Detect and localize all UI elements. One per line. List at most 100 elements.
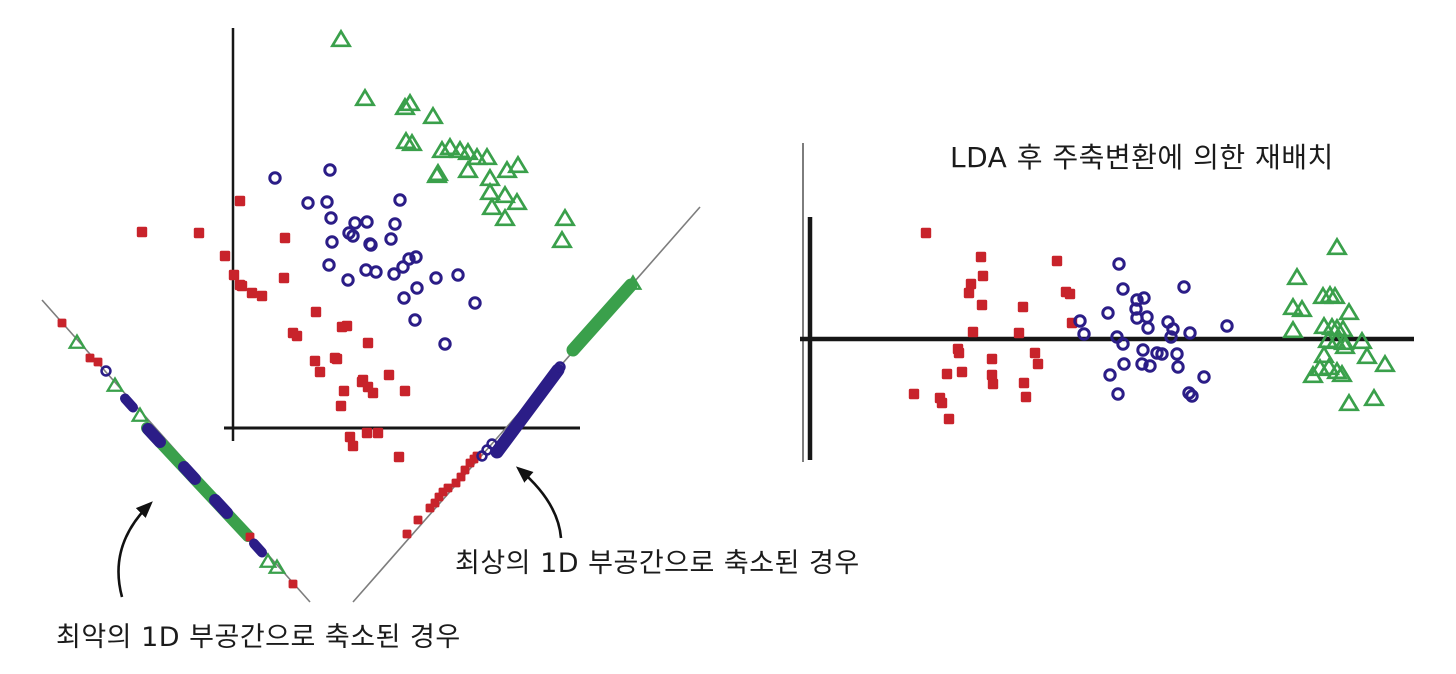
scatter-point-blue-circle: [348, 216, 362, 230]
lda-point-blue-circle: [1143, 359, 1157, 373]
scatter-point-blue-circle: [393, 193, 407, 207]
lda-point-green-triangle: [1326, 360, 1348, 380]
lda-point-green-triangle: [1286, 266, 1308, 286]
scatter-point-blue-circle: [410, 281, 424, 295]
lda-point-red-square: [967, 326, 979, 338]
best-1d-subspace-projected-point-red-square: [413, 515, 423, 525]
lda-point-green-triangle: [1334, 335, 1356, 355]
lda-point-red-square: [1051, 255, 1063, 267]
scatter-point-green-triangle: [476, 146, 498, 166]
lda-point-red-square: [986, 353, 998, 365]
scatter-point-green-triangle: [422, 105, 444, 125]
best-1d-subspace-projected-point-green-triangle: [623, 274, 643, 290]
lda-point-red-square: [956, 366, 968, 378]
scatter-point-blue-circle: [387, 267, 401, 281]
lda-point-blue-circle: [1197, 370, 1211, 384]
worst-1d-subspace-projected-point-red-square: [57, 318, 67, 328]
lda-point-red-square: [941, 368, 953, 380]
lda-point-blue-circle: [1141, 321, 1155, 335]
scatter-point-red-square: [193, 227, 205, 239]
lda-point-blue-circle: [1185, 389, 1199, 403]
best-1d-subspace-projected-point-blue-circle: [486, 438, 498, 450]
lda-point-blue-circle: [1103, 368, 1117, 382]
lda-point-green-triangle: [1291, 298, 1313, 318]
lda-point-blue-circle: [1117, 357, 1131, 371]
scatter-point-red-square: [344, 431, 356, 443]
best-1d-subspace-projected-point-red-square: [456, 472, 466, 482]
best-1d-subspace-projected-band: [566, 278, 638, 357]
lda-point-blue-circle: [1220, 319, 1234, 333]
lda-point-blue-circle: [1166, 322, 1180, 336]
lda-point-green-triangle: [1351, 330, 1373, 350]
scatter-point-green-triangle: [494, 184, 516, 204]
scatter-point-blue-circle: [360, 215, 374, 229]
best-subspace-label: 최상의 1D 부공간으로 축소된 경우: [455, 548, 860, 579]
scatter-point-blue-circle: [322, 258, 336, 272]
lda-point-red-square: [976, 299, 988, 311]
scatter-point-green-triangle: [506, 191, 528, 211]
scatter-point-green-triangle: [551, 229, 573, 249]
lda-point-red-square: [920, 227, 932, 239]
scatter-point-green-triangle: [479, 181, 501, 201]
best-1d-subspace-callout-arrow: [515, 466, 563, 539]
best-1d-subspace-projected-point-red-square: [402, 529, 412, 539]
worst-1d-subspace-projected-band: [209, 494, 233, 519]
scatter-point-red-square: [372, 427, 384, 439]
scatter-point-green-triangle: [554, 207, 576, 227]
lda-point-blue-circle: [1137, 291, 1151, 305]
scatter-point-blue-circle: [301, 196, 315, 210]
lda-point-green-triangle: [1338, 392, 1360, 412]
lda-point-blue-circle: [1164, 330, 1178, 344]
best-1d-subspace-projected-point-blue-circle: [554, 361, 566, 373]
lda-point-blue-circle: [1116, 337, 1130, 351]
scatter-point-red-square: [219, 250, 231, 262]
worst-1d-subspace-projected-band: [142, 423, 166, 448]
scatter-point-red-square: [362, 381, 374, 393]
scatter-point-red-square: [362, 337, 374, 349]
scatter-point-blue-circle: [320, 195, 334, 209]
scatter-point-red-square: [335, 400, 347, 412]
scatter-point-green-triangle: [481, 196, 503, 216]
worst-1d-subspace-projected-point-green-triangle: [67, 333, 87, 349]
scatter-point-red-square: [228, 269, 240, 281]
lda-point-red-square: [953, 347, 965, 359]
scatter-point-blue-circle: [397, 291, 411, 305]
lda-point-blue-circle: [1112, 257, 1126, 271]
scatter-point-blue-circle: [384, 232, 398, 246]
lda-point-blue-circle: [1182, 386, 1196, 400]
scatter-point-blue-circle: [408, 313, 422, 327]
scatter-point-red-square: [246, 287, 258, 299]
lda-plot-title: LDA 후 주축변환에 의한 재배치: [950, 141, 1334, 174]
scatter-point-red-square: [336, 321, 348, 333]
scatter-point-red-square: [234, 195, 246, 207]
lda-point-red-square: [1064, 288, 1076, 300]
scatter-point-green-triangle: [439, 136, 461, 156]
scatter-point-green-triangle: [399, 92, 421, 112]
lda-point-green-triangle: [1302, 364, 1324, 384]
worst-1d-subspace-projected-point-red-square: [85, 353, 95, 363]
scatter-point-red-square: [329, 352, 341, 364]
scatter-point-red-square: [256, 290, 268, 302]
worst-1d-subspace-projected-point-red-square: [93, 357, 103, 367]
scatter-point-green-triangle: [457, 141, 479, 161]
scatter-point-red-square: [393, 451, 405, 463]
scatter-point-green-triangle: [354, 87, 376, 107]
lda-point-green-triangle: [1282, 319, 1304, 339]
worst-1d-subspace-projected-point-blue-capsule: [249, 538, 267, 558]
lda-point-red-square: [908, 388, 920, 400]
scatter-point-blue-circle: [451, 268, 465, 282]
scatter-point-green-triangle: [457, 159, 479, 179]
scatter-point-red-square: [338, 385, 350, 397]
lda-point-blue-circle: [1073, 314, 1087, 328]
lda-point-red-square: [1020, 391, 1032, 403]
worst-1d-subspace-callout-arrow: [117, 501, 153, 598]
scatter-point-blue-circle: [268, 171, 282, 185]
lda-point-green-triangle: [1313, 344, 1335, 364]
scatter-point-blue-circle: [323, 163, 337, 177]
scatter-point-red-square: [347, 440, 359, 452]
scatter-point-green-triangle: [431, 139, 453, 159]
scatter-point-blue-circle: [324, 211, 338, 225]
lda-point-green-triangle: [1363, 387, 1385, 407]
